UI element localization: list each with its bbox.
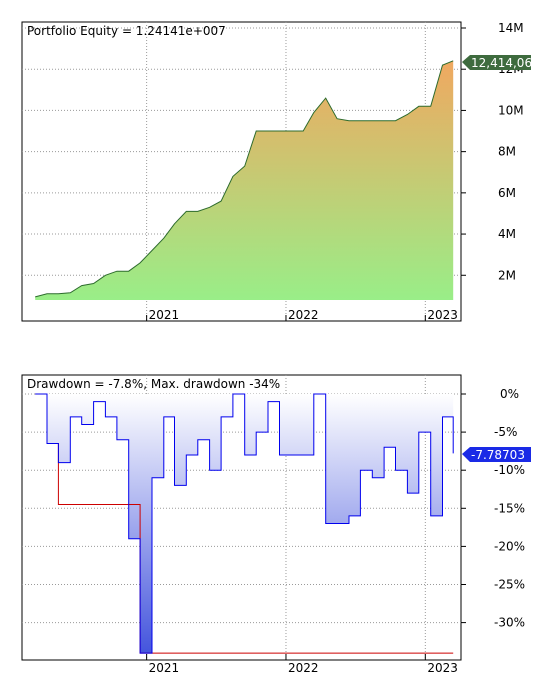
equity-x-axis: 2021 2022 2023 [146, 308, 458, 322]
equity-x-tick-label: 2023 [427, 308, 458, 322]
equity-last-value-label: 12,414,06 [471, 56, 532, 70]
drawdown-y-tick-label: -5% [494, 425, 517, 439]
drawdown-y-tick-label: -20% [494, 539, 525, 553]
drawdown-last-value-label: -7.78703 [471, 448, 525, 462]
equity-last-value-badge: 12,414,06 [462, 55, 532, 70]
equity-area [35, 60, 454, 300]
drawdown-chart: 0% -5% -10% -15% -20% -25% -30% 2021 2022 2023 D… [21, 374, 531, 675]
drawdown-area [35, 394, 454, 654]
equity-line [35, 60, 454, 298]
equity-y-tick-label: 4M [498, 227, 516, 241]
equity-y-tick-label: 6M [498, 186, 516, 200]
equity-title: Portfolio Equity = 1.24141e+007 [27, 24, 226, 38]
equity-x-tick-label: 2021 [149, 308, 180, 322]
drawdown-title: Drawdown = -7.8%, Max. drawdown -34% [27, 377, 280, 391]
equity-y-tick-label: 10M [498, 103, 524, 117]
drawdown-last-value-badge: -7.78703 [462, 447, 531, 462]
drawdown-y-tick-label: -10% [494, 463, 525, 477]
equity-y-tick-label: 14M [498, 21, 524, 35]
drawdown-x-tick-label: 2022 [288, 661, 319, 675]
max-drawdown-line [35, 393, 454, 654]
equity-y-tick-label: 8M [498, 145, 516, 159]
drawdown-chart-panel: 0% -5% -10% -15% -20% -25% -30% 2021 2022 2023 D… [0, 360, 546, 693]
equity-x-tick-label: 2022 [288, 308, 319, 322]
drawdown-x-axis: 2021 2022 2023 [146, 654, 458, 675]
drawdown-y-axis: 0% -5% -10% -15% -20% -25% -30% [461, 387, 525, 630]
drawdown-y-tick-label: -15% [494, 501, 525, 515]
drawdown-y-tick-label: -30% [494, 616, 525, 630]
drawdown-line [35, 393, 454, 654]
drawdown-x-tick-label: 2023 [427, 661, 458, 675]
drawdown-x-tick-label: 2021 [149, 661, 180, 675]
drawdown-y-tick-label: -25% [494, 578, 525, 592]
equity-y-tick-label: 2M [498, 268, 516, 282]
drawdown-y-tick-label: 0% [500, 387, 519, 401]
